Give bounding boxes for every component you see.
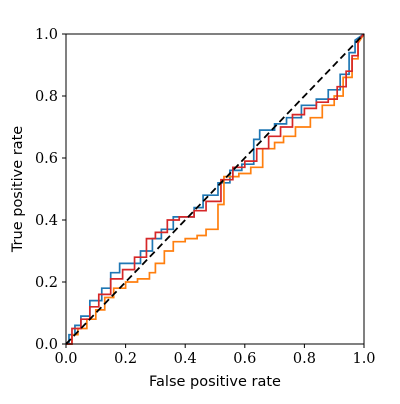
y-tick-label: 0.4	[35, 213, 58, 229]
y-tick-label: 0.6	[35, 151, 58, 167]
plot-frame	[65, 33, 365, 345]
x-tick-label: 0.0	[54, 351, 77, 367]
roc-series-line-1	[66, 33, 365, 345]
x-tick-label: 0.8	[293, 351, 316, 367]
x-tick-label: 0.6	[233, 351, 256, 367]
y-tick-label: 1.0	[35, 27, 58, 43]
y-tick-label: 0.8	[35, 89, 58, 105]
roc-series-line-2	[66, 33, 365, 345]
axes: 0.0 0.2 0.4 0.6 0.8 1.0 0.0 0.2 0.4 0.6 0.8 1.0	[35, 27, 376, 367]
x-tick-label: 1.0	[352, 351, 375, 367]
y-tick-label: 0.0	[35, 337, 58, 353]
y-tick-label: 0.2	[35, 275, 58, 291]
x-tick-label: 0.2	[114, 351, 137, 367]
x-tick-label: 0.4	[174, 351, 197, 367]
plot-area	[65, 33, 365, 345]
y-axis-label: True positive rate	[10, 126, 26, 253]
x-axis-label: False positive rate	[149, 374, 281, 390]
roc-series-line-3	[66, 33, 365, 345]
chance-reference-line	[65, 33, 365, 345]
